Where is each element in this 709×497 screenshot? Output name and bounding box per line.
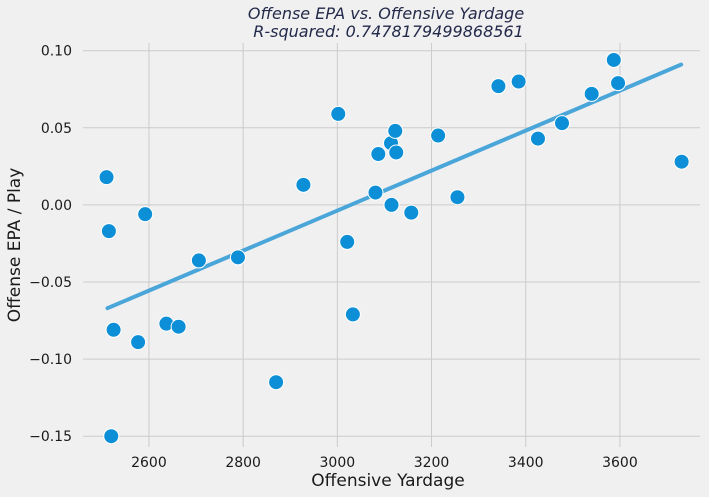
- scatter-point: [673, 153, 690, 170]
- scatter-point: [330, 105, 347, 122]
- scatter-point: [430, 127, 447, 144]
- scatter-point: [610, 75, 627, 92]
- scatter-point: [105, 321, 122, 338]
- data-points: [98, 51, 690, 445]
- scatter-point: [553, 115, 570, 132]
- tick-labels: 2600 2800 3000 3200 3400 3600 −0.15 −0.10 −0.05 0…: [29, 44, 638, 471]
- scatter-point: [100, 223, 117, 240]
- scatter-point: [403, 204, 420, 221]
- scatter-point: [388, 144, 405, 161]
- scatter-point: [339, 233, 356, 250]
- scatter-point: [170, 318, 187, 335]
- x-tick-label: 3200: [414, 455, 450, 471]
- scatter-point: [383, 196, 400, 213]
- x-axis-label: Offensive Yardage: [311, 471, 464, 491]
- scatter-point: [137, 206, 154, 223]
- scatter-point: [490, 78, 507, 95]
- scatter-point: [449, 189, 466, 206]
- scatter-point: [190, 252, 207, 269]
- y-tick-label: −0.15: [29, 429, 72, 445]
- y-tick-label: 0.00: [41, 198, 72, 214]
- scatter-point: [98, 169, 115, 186]
- chart-title-line2: R-squared: 0.7478179499868561: [248, 22, 524, 41]
- scatter-point: [268, 374, 285, 391]
- y-tick-label: 0.05: [41, 121, 72, 137]
- scatter-point: [229, 249, 246, 266]
- scatter-point: [370, 146, 387, 163]
- scatter-point: [529, 130, 546, 147]
- y-tick-label: −0.05: [29, 275, 72, 291]
- y-tick-label: −0.10: [29, 352, 72, 368]
- trend-line-layer: [105, 62, 684, 311]
- x-tick-label: 3000: [320, 455, 356, 471]
- scatter-point: [130, 334, 147, 351]
- scatter-point: [387, 122, 404, 139]
- y-tick-label: 0.10: [41, 44, 72, 60]
- x-tick-label: 2600: [131, 455, 167, 471]
- scatter-point: [103, 428, 120, 445]
- chart-title-line1: Offense EPA vs. Offensive Yardage: [248, 4, 524, 23]
- x-tick-label: 3600: [602, 455, 638, 471]
- scatter-point: [583, 85, 600, 102]
- scatter-point: [367, 184, 384, 201]
- scatter-point: [510, 73, 527, 90]
- scatter-point: [344, 306, 361, 323]
- x-tick-label: 3400: [508, 455, 544, 471]
- scatter-point: [605, 51, 622, 68]
- y-axis-label: Offense EPA / Play: [5, 168, 25, 323]
- trend-line: [105, 62, 684, 311]
- x-tick-label: 2800: [225, 455, 261, 471]
- scatter-point: [295, 176, 312, 193]
